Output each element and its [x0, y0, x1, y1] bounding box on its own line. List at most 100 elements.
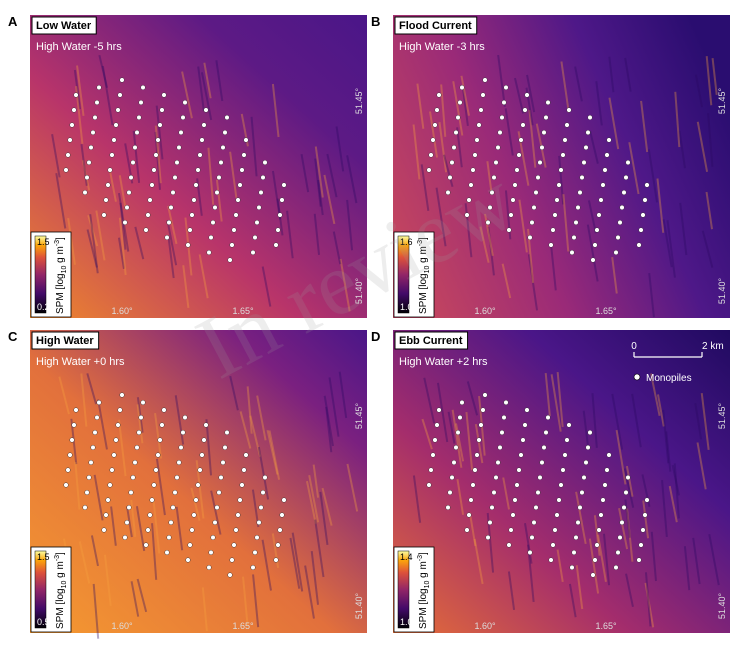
texture-streak [167, 237, 175, 279]
monopile [606, 137, 612, 143]
monopile [625, 475, 631, 481]
texture-streak [625, 508, 634, 562]
texture-streak [98, 54, 109, 89]
texture-streak [300, 153, 310, 193]
texture-streak [135, 506, 146, 552]
monopile [279, 512, 285, 518]
texture-streak [650, 531, 657, 582]
y-tick-label: 51.40° [354, 278, 364, 305]
monopile [109, 467, 115, 473]
monopile [214, 505, 220, 511]
monopile [172, 490, 178, 496]
texture-streak [656, 178, 665, 233]
monopile [203, 422, 209, 428]
monopile [258, 189, 264, 195]
texture-streak [266, 429, 279, 475]
texture-streak [174, 395, 185, 445]
colorbar-label-part: g m [55, 561, 66, 580]
monopile [545, 415, 551, 421]
texture-streak [694, 74, 704, 108]
monopile [73, 92, 79, 98]
monopile [164, 550, 170, 556]
colorbar-min: 0.2 [37, 302, 50, 312]
monopile [585, 129, 591, 135]
x-tick-label: 1.65° [232, 306, 254, 316]
texture-streak [562, 194, 570, 252]
monopile [600, 497, 606, 503]
monopile [432, 437, 438, 443]
monopile [478, 422, 484, 428]
monopile [558, 167, 564, 173]
monopile [558, 482, 564, 488]
monopile [201, 122, 207, 128]
legend-dot [633, 373, 641, 381]
texture-streak [455, 423, 465, 462]
monopile [111, 452, 117, 458]
monopile [554, 197, 560, 203]
monopile [182, 415, 188, 421]
colorbar-max: 1.4 [400, 552, 413, 562]
monopile [71, 422, 77, 428]
monopile [174, 475, 180, 481]
monopile [252, 234, 258, 240]
monopile [136, 114, 142, 120]
map-background [393, 330, 730, 633]
texture-streak [154, 412, 163, 459]
monopile [231, 227, 237, 233]
texture-streak [326, 153, 338, 198]
texture-streak [501, 263, 512, 299]
monopile [455, 430, 461, 436]
x-tick-label: 1.65° [595, 306, 617, 316]
monopile [143, 542, 149, 548]
colorbar-label-part: SPM [log [418, 588, 429, 629]
texture-streak [103, 554, 112, 606]
monopile [482, 392, 488, 398]
monopile [453, 129, 459, 135]
texture-streak [155, 458, 166, 516]
texture-streak [694, 403, 703, 440]
texture-streak [603, 533, 611, 586]
monopile [243, 137, 249, 143]
monopile [520, 122, 526, 128]
monopile [573, 219, 579, 225]
texture-streak [711, 58, 718, 96]
texture-streak [642, 500, 650, 539]
monopile [434, 107, 440, 113]
texture-streak [568, 583, 577, 618]
texture-streak [575, 491, 587, 545]
monopile [94, 99, 100, 105]
monopile [229, 242, 235, 248]
texture-streak [312, 464, 320, 498]
texture-streak [550, 245, 557, 291]
texture-streak [461, 87, 469, 127]
monopile [90, 129, 96, 135]
texture-streak [582, 410, 590, 447]
texture-streak [117, 237, 125, 270]
texture-streak [118, 217, 127, 276]
colorbar: 1.6 1.0 SPM [log10 g m-3] [393, 231, 435, 318]
monopile [430, 137, 436, 143]
monopile [262, 159, 268, 165]
texture-streak [487, 226, 495, 276]
texture-streak [678, 130, 686, 169]
texture-streak [447, 411, 456, 444]
monopile [170, 189, 176, 195]
texture-streak [242, 576, 249, 626]
monopile [88, 460, 94, 466]
monopile [457, 415, 463, 421]
texture-streak [696, 121, 709, 172]
monopile [644, 182, 650, 188]
monopile [237, 497, 243, 503]
monopile [571, 550, 577, 556]
monopile [82, 189, 88, 195]
texture-streak [271, 83, 280, 138]
monopile [543, 430, 549, 436]
monopile [447, 490, 453, 496]
colorbar-min: 1.0 [400, 617, 413, 627]
texture-streak [674, 91, 681, 148]
texture-streak [58, 376, 70, 415]
texture-streak [335, 126, 345, 172]
monopile [508, 212, 514, 218]
texture-streak [465, 411, 474, 471]
